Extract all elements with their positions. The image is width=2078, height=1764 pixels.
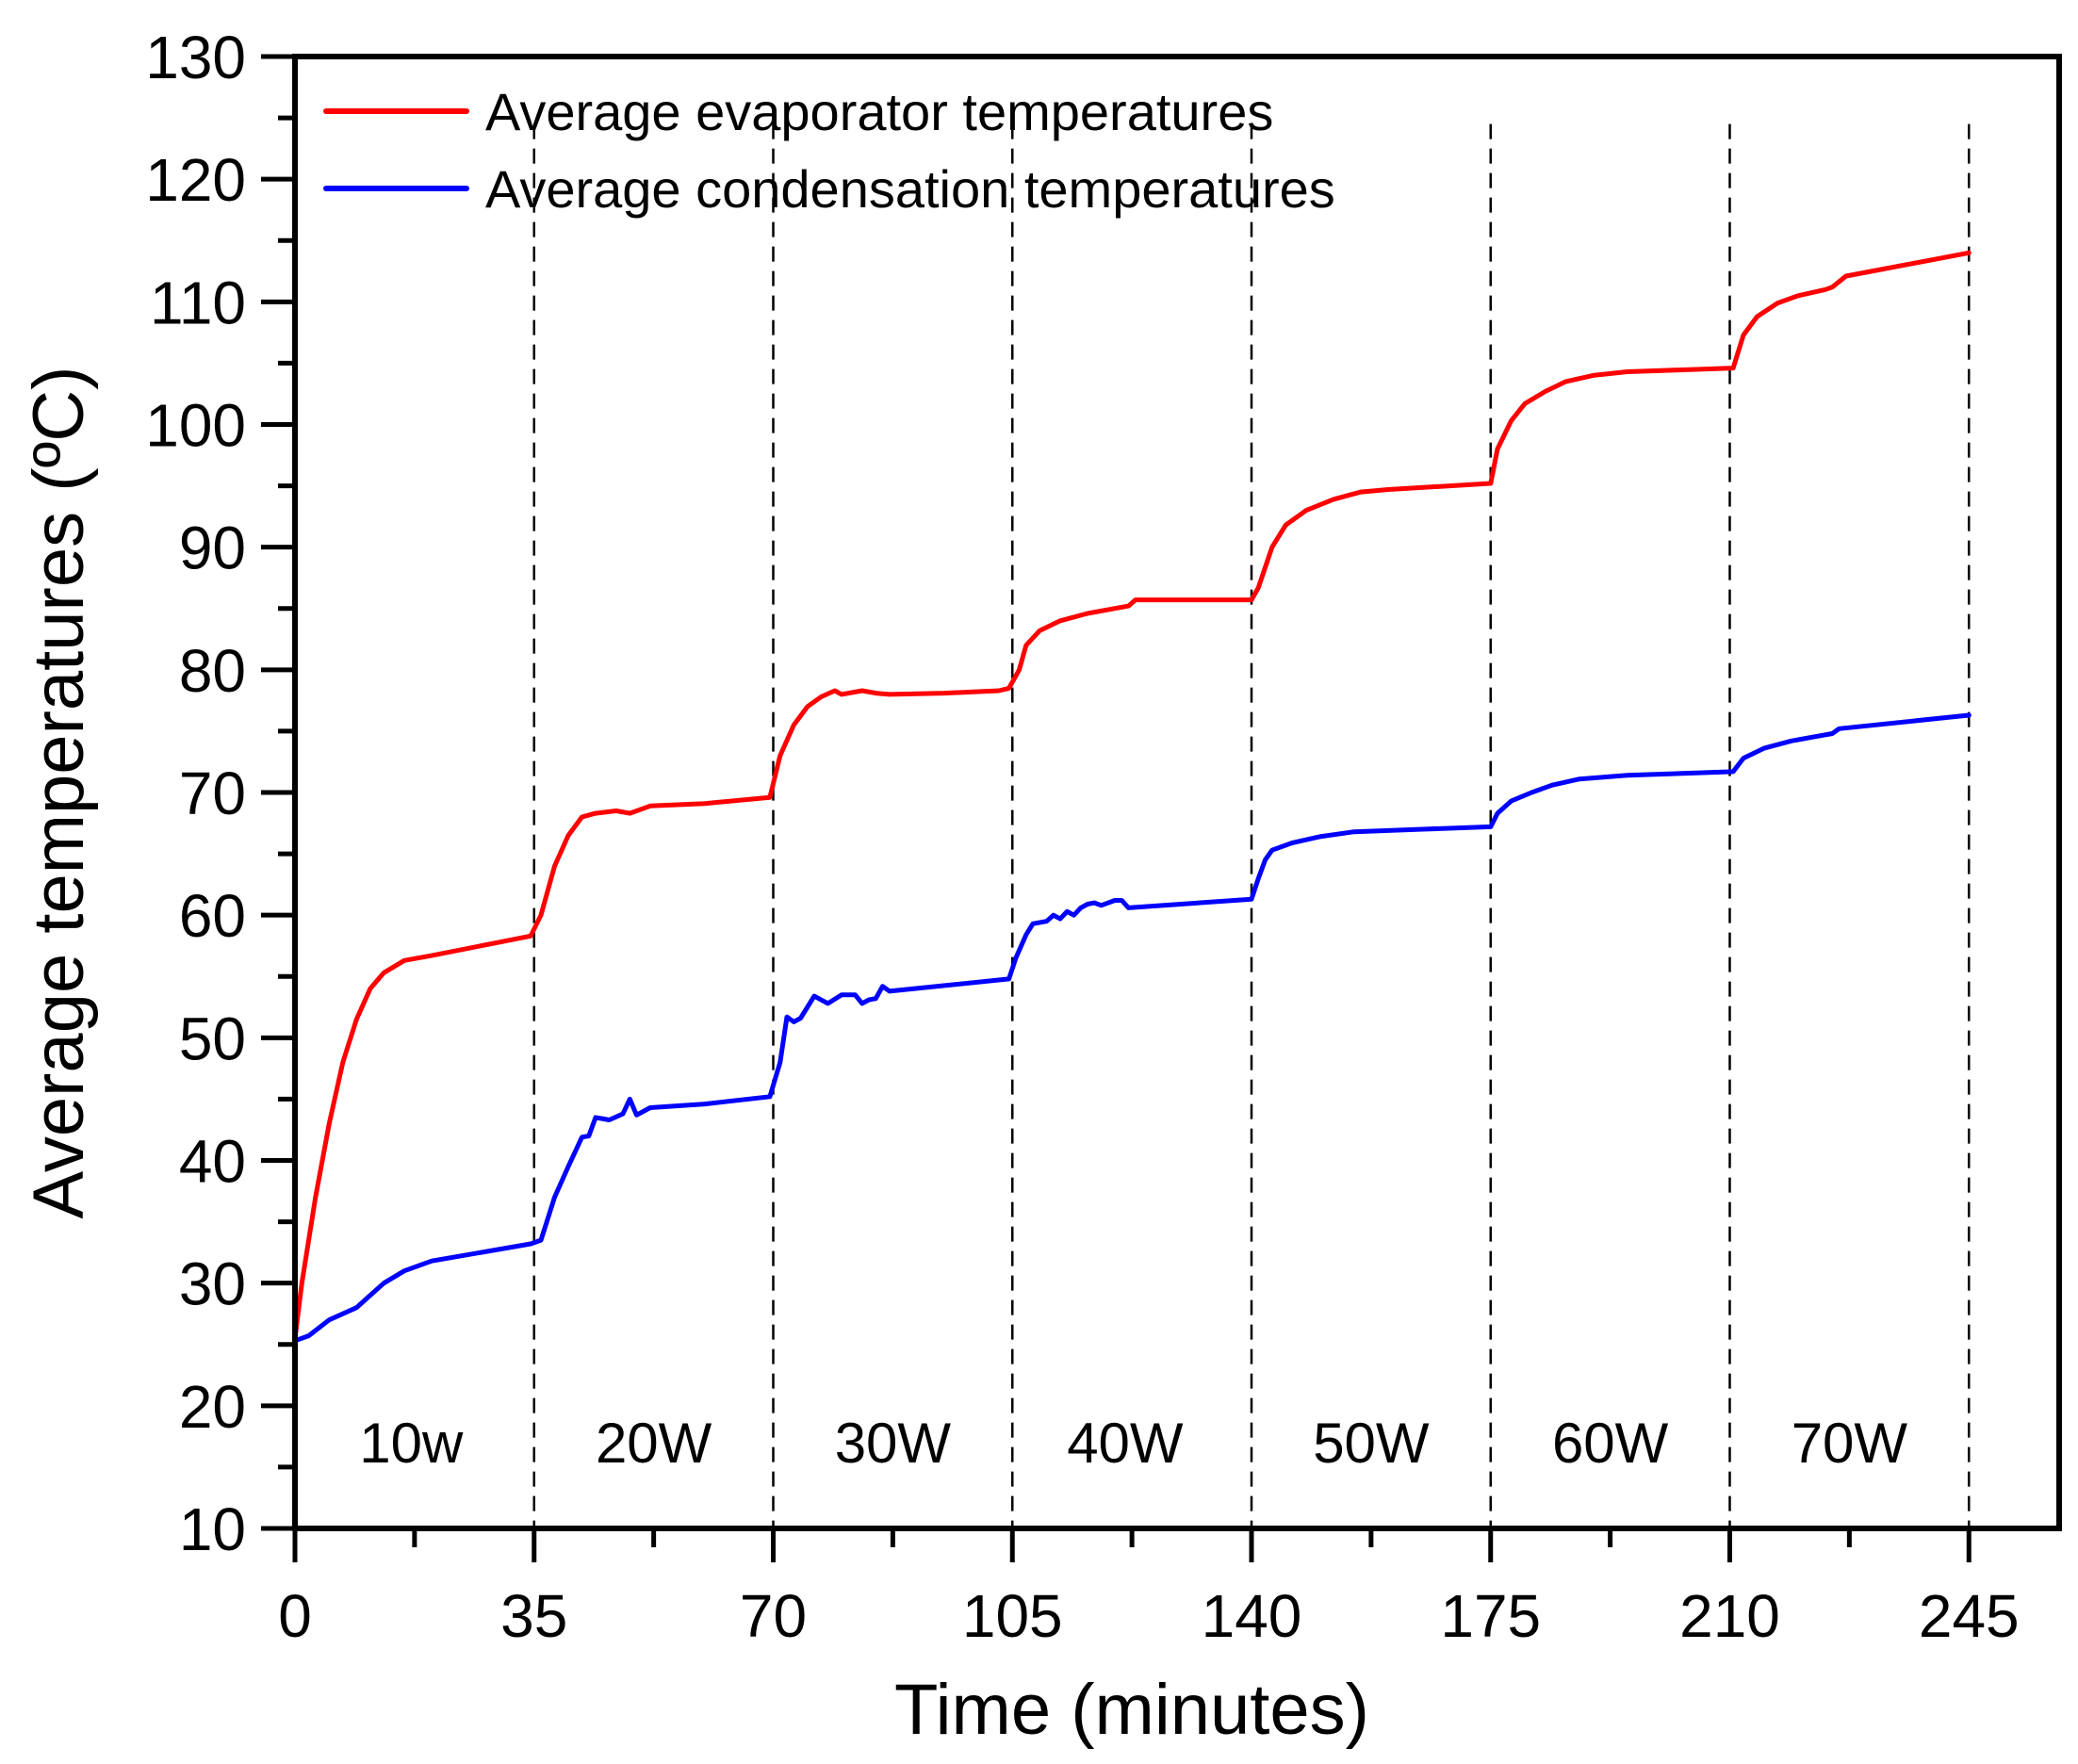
y-tick-label: 50	[179, 1004, 246, 1072]
x-axis-ticks: 0 35 70 105 140 175 210 245	[278, 1528, 2020, 1650]
x-tick-label: 245	[1919, 1582, 2020, 1650]
x-axis-title: Time (minutes)	[894, 1670, 1369, 1750]
y-tick-label: 20	[179, 1373, 246, 1441]
region-label: 70W	[1792, 1412, 1908, 1475]
y-axis-ticks: 10 20 30 40 50 60 70 80 90 100 110 120 130	[145, 24, 295, 1563]
y-tick-label: 90	[179, 514, 246, 582]
legend-label-condensation: Average condensation temperatures	[485, 159, 1335, 219]
y-tick-label: 60	[179, 882, 246, 950]
x-tick-label: 175	[1440, 1582, 1541, 1650]
x-tick-label: 70	[740, 1582, 807, 1650]
region-label: 30W	[835, 1412, 952, 1475]
condensation-line	[292, 712, 1972, 1344]
x-tick-label: 35	[500, 1582, 567, 1650]
legend-label-evaporator: Average evaporator temperatures	[485, 82, 1273, 141]
evaporator-line	[292, 250, 1972, 1341]
region-label: 40W	[1067, 1412, 1184, 1475]
y-tick-label: 80	[179, 637, 246, 705]
region-label: 10w	[359, 1412, 464, 1475]
series-lines	[292, 250, 1972, 1344]
y-tick-label: 40	[179, 1128, 246, 1196]
region-label: 20W	[596, 1412, 712, 1475]
y-tick-label: 10	[179, 1495, 246, 1563]
y-tick-label: 120	[145, 146, 246, 214]
y-tick-label: 70	[179, 760, 246, 827]
y-axis-title: Average temperatures (ºC)	[19, 367, 99, 1219]
region-label: 50W	[1313, 1412, 1430, 1475]
plot-frame	[292, 54, 2062, 1531]
y-tick-label: 130	[145, 24, 246, 91]
y-tick-label: 100	[145, 392, 246, 460]
x-tick-label: 0	[278, 1582, 312, 1650]
region-label: 60W	[1552, 1412, 1669, 1475]
y-tick-label: 110	[150, 269, 246, 336]
x-tick-label: 210	[1679, 1582, 1780, 1650]
x-tick-label: 105	[962, 1582, 1063, 1650]
region-labels: 10w 20W 30W 40W 50W 60W 70W	[359, 1412, 1907, 1475]
y-tick-label: 30	[179, 1250, 246, 1318]
legend: Average evaporator temperatures Average …	[323, 82, 1335, 219]
power-step-dividers	[532, 123, 1971, 1528]
x-tick-label: 140	[1202, 1582, 1302, 1650]
